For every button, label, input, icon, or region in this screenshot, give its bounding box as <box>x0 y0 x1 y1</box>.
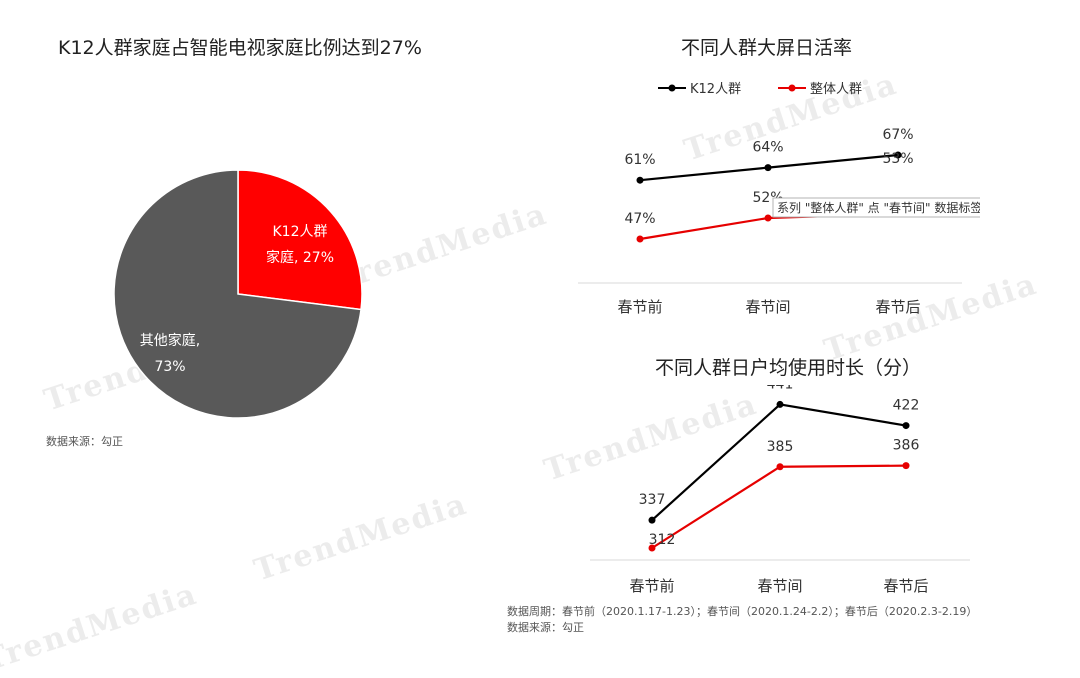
duration-data-label-k12: 337 <box>639 492 666 508</box>
dau-data-label-overall: 53% <box>882 151 913 167</box>
duration-line-overall <box>651 464 907 549</box>
dau-x-tick-label: 春节间 <box>745 298 790 316</box>
data-label-tooltip-box <box>772 197 980 218</box>
pie-label-other-line2: 73% <box>154 359 185 375</box>
duration-footnote-period: 数据周期：春节前（2020.1.17-1.23）；春节间（2020.1.24-2… <box>507 605 978 618</box>
dau-point-k12 <box>636 176 644 184</box>
duration-data-label-k12: 422 <box>893 398 920 414</box>
pie-source: 数据来源：勾正 <box>46 435 123 448</box>
duration-x-tick-label: 春节间 <box>757 577 802 595</box>
legend-k12-marker <box>668 84 676 92</box>
dau-data-label-overall: 47% <box>624 211 655 227</box>
duration-point-overall <box>648 544 656 552</box>
legend-k12-label: K12人群 <box>690 82 741 97</box>
dau-x-tick-label: 春节前 <box>617 298 662 316</box>
duration-point-k12 <box>776 400 784 408</box>
duration-point-k12 <box>648 516 656 524</box>
duration-point-k12 <box>902 422 910 430</box>
duration-data-label-overall: 386 <box>893 438 920 454</box>
duration-point-overall <box>902 462 910 470</box>
dau-data-label-k12: 61% <box>624 152 655 168</box>
pie-chart: K12人群 家庭, 27% 其他家庭, 73% <box>113 169 363 419</box>
duration-x-tick-label: 春节后 <box>883 577 928 595</box>
pie-slice-k12 <box>237 169 363 311</box>
dau-point-k12 <box>764 164 772 172</box>
dau-chart-title: 不同人群大屏日活率 <box>681 37 853 59</box>
duration-point-overall <box>776 463 784 471</box>
dau-data-label-k12: 64% <box>752 140 783 156</box>
pie-label-k12-line1: K12人群 <box>273 224 328 240</box>
duration-line-k12 <box>651 403 907 521</box>
duration-x-tick-label: 春节前 <box>629 577 674 595</box>
watermark: TrendMedia <box>250 486 472 589</box>
pie-chart-title: K12人群家庭占智能电视家庭比例达到27% <box>58 37 422 59</box>
dau-x-tick-label: 春节后 <box>875 298 920 316</box>
duration-data-label-overall: 312 <box>649 532 676 548</box>
dau-data-label-k12: 67% <box>882 127 913 143</box>
pie-label-k12-line2: 家庭, 27% <box>266 249 334 266</box>
dau-point-overall <box>764 214 772 222</box>
pie-slice-other <box>113 169 362 419</box>
dau-point-overall <box>636 235 644 243</box>
legend-overall-label: 整体人群 <box>810 82 862 97</box>
dau-point-k12 <box>894 151 902 159</box>
pie-label-other-line1: 其他家庭, <box>140 332 200 349</box>
duration-chart: 337 441 422 312 385 386 春节前 春节间 春节后 <box>590 385 970 595</box>
legend-overall-marker <box>788 84 796 92</box>
duration-footnote-source: 数据来源：勾正 <box>507 621 584 634</box>
dau-chart: K12人群 整体人群 61%64%67%47%52%53% 春节前 春节间 春节后 … <box>578 82 980 316</box>
data-label-tooltip: 系列 "整体人群" 点 "春节间" 数据标签 <box>777 200 980 215</box>
duration-data-label-k12: 441 <box>767 385 794 392</box>
duration-data-label-overall: 385 <box>767 439 794 455</box>
watermark: TrendMedia <box>0 576 202 678</box>
duration-chart-title: 不同人群日户均使用时长（分） <box>655 357 922 379</box>
